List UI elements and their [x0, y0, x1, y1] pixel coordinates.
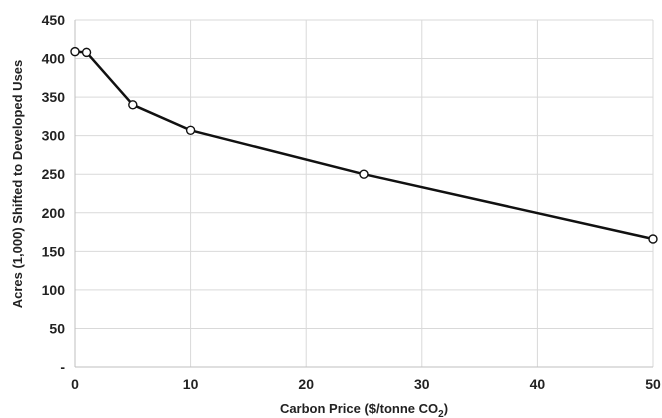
x-tick-label: 10 [183, 376, 199, 392]
y-tick-label: 100 [42, 282, 66, 298]
gridlines [75, 19, 654, 367]
data-point-marker [70, 46, 80, 57]
x-tick-label: 0 [71, 376, 79, 392]
x-tick-labels: 0 10 20 30 40 50 [71, 376, 661, 392]
y-tick-label: 350 [42, 89, 66, 105]
x-tick-label: 40 [530, 376, 546, 392]
data-point-marker [359, 169, 369, 179]
y-axis-label: Acres (1,000) Shifted to Developed Uses [10, 60, 25, 309]
x-tick-label: 30 [414, 376, 430, 392]
data-point-marker [648, 234, 658, 244]
x-axis-label-close: ) [444, 401, 448, 416]
y-tick-label: 50 [49, 320, 65, 336]
data-point-marker [185, 125, 196, 135]
y-tick-label: 250 [42, 166, 66, 182]
y-tick-label: 400 [42, 51, 66, 67]
x-axis-label-subscript: 2 [438, 409, 444, 418]
x-tick-label: 20 [298, 376, 314, 392]
y-tick-label: 450 [42, 12, 66, 28]
axes [74, 20, 653, 368]
data-point-marker [128, 100, 138, 110]
data-series [70, 46, 658, 244]
y-tick-label: - [60, 359, 65, 375]
y-tick-label: 150 [42, 243, 66, 259]
y-tick-labels: - 50 100 150 200 250 300 350 400 450 [42, 12, 66, 375]
x-axis-label: Carbon Price ($/tonne CO2) [280, 401, 448, 418]
y-tick-label: 200 [42, 205, 66, 221]
series-line [74, 50, 654, 241]
y-tick-label: 300 [42, 128, 66, 144]
x-tick-label: 50 [645, 376, 661, 392]
data-point-marker [81, 47, 92, 58]
x-axis-label-main: Carbon Price ($/tonne CO [280, 401, 438, 416]
